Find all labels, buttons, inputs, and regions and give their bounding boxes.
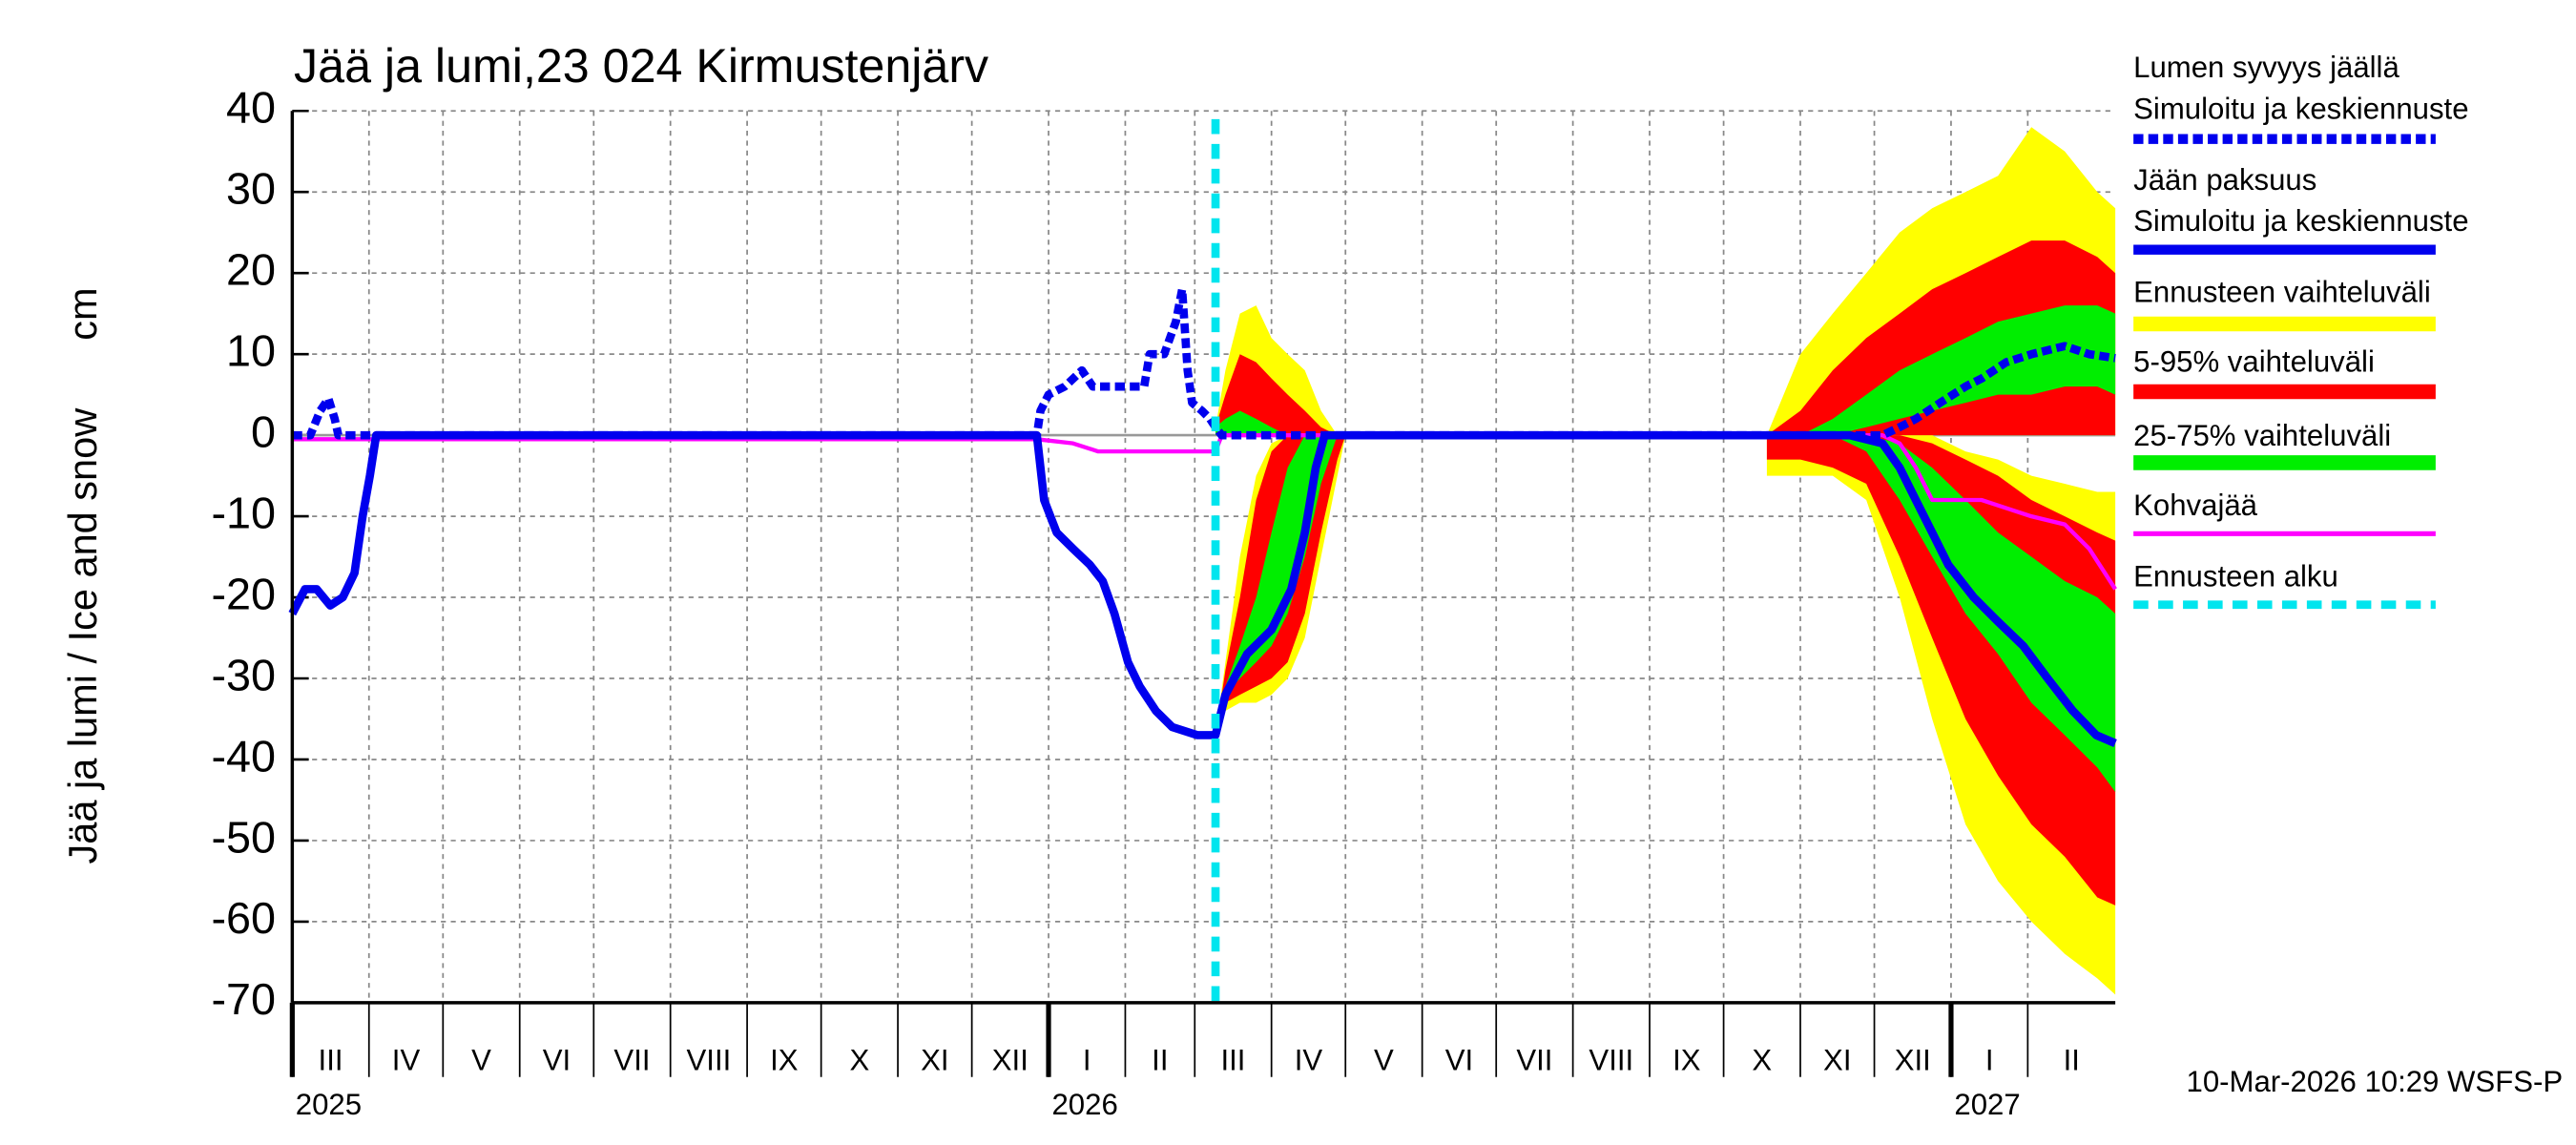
y-axis-label: Jää ja lumi / Ice and snow [60,407,105,864]
legend-label: Jään paksuus [2133,163,2316,197]
y-tick-label: 30 [226,164,276,214]
x-tick-label: II [1152,1043,1168,1076]
x-tick-label: IX [1672,1043,1701,1076]
x-tick-label: XI [1823,1043,1851,1076]
x-tick-label: IX [770,1043,799,1076]
year-label: 2027 [1954,1088,2020,1121]
x-tick-label: I [1985,1043,1994,1076]
y-tick-label: 10 [226,325,276,375]
x-tick-label: XI [921,1043,948,1076]
band-area [1766,305,2116,436]
x-tick-label: X [1752,1043,1772,1076]
legend-label: Kohvajää [2133,489,2258,522]
x-tick-label: I [1083,1043,1091,1076]
legend-label: Lumen syvyys jäällä [2133,51,2399,84]
band-area [1766,435,2116,906]
x-tick-label: X [849,1043,869,1076]
y-tick-label: -40 [212,731,277,781]
x-tick-label: VI [1445,1043,1473,1076]
y-tick-label: -30 [212,650,277,699]
x-tick-label: VII [613,1043,650,1076]
legend-sublabel: Simuloitu ja keskiennuste [2133,92,2468,125]
x-tick-label: V [1374,1043,1394,1076]
chart-title: Jää ja lumi,23 024 Kirmustenjärv [294,39,988,93]
y-axis-unit: cm [60,287,105,340]
legend-sublabel: Simuloitu ja keskiennuste [2133,204,2468,238]
y-tick-label: -50 [212,812,277,862]
y-tick-label: 20 [226,245,276,295]
y-tick-label: 40 [226,83,276,133]
y-tick-label: 0 [251,406,276,456]
series-line [292,433,2117,591]
year-label: 2025 [296,1088,362,1121]
x-tick-label: XII [992,1043,1028,1076]
legend-label: Ennusteen alku [2133,559,2338,593]
x-tick-label: V [471,1043,491,1076]
legend-label: 25-75% vaihteluväli [2133,419,2391,452]
x-tick-label: IV [1295,1043,1323,1076]
x-tick-label: VI [543,1043,571,1076]
x-tick-label: IV [392,1043,421,1076]
x-tick-label: III [319,1043,343,1076]
y-tick-label: -70 [212,974,277,1024]
x-tick-label: XII [1895,1043,1931,1076]
band-area [1215,410,1346,436]
legend-label: 5-95% vaihteluväli [2133,344,2375,378]
band-area [1766,435,2116,793]
y-tick-label: -20 [212,569,277,618]
year-label: 2026 [1051,1088,1117,1121]
y-tick-label: -60 [212,893,277,943]
footer: 10-Mar-2026 10:29 WSFS-P [2187,1065,2564,1098]
legend-label: Ennusteen vaihteluväli [2133,276,2431,309]
x-tick-label: II [2064,1043,2080,1076]
x-tick-label: III [1220,1043,1245,1076]
x-tick-label: VIII [1589,1043,1633,1076]
x-tick-label: VIII [687,1043,732,1076]
x-tick-label: VII [1516,1043,1552,1076]
series-line [292,284,2116,440]
y-tick-label: -10 [212,488,277,537]
series-line [288,430,2117,747]
